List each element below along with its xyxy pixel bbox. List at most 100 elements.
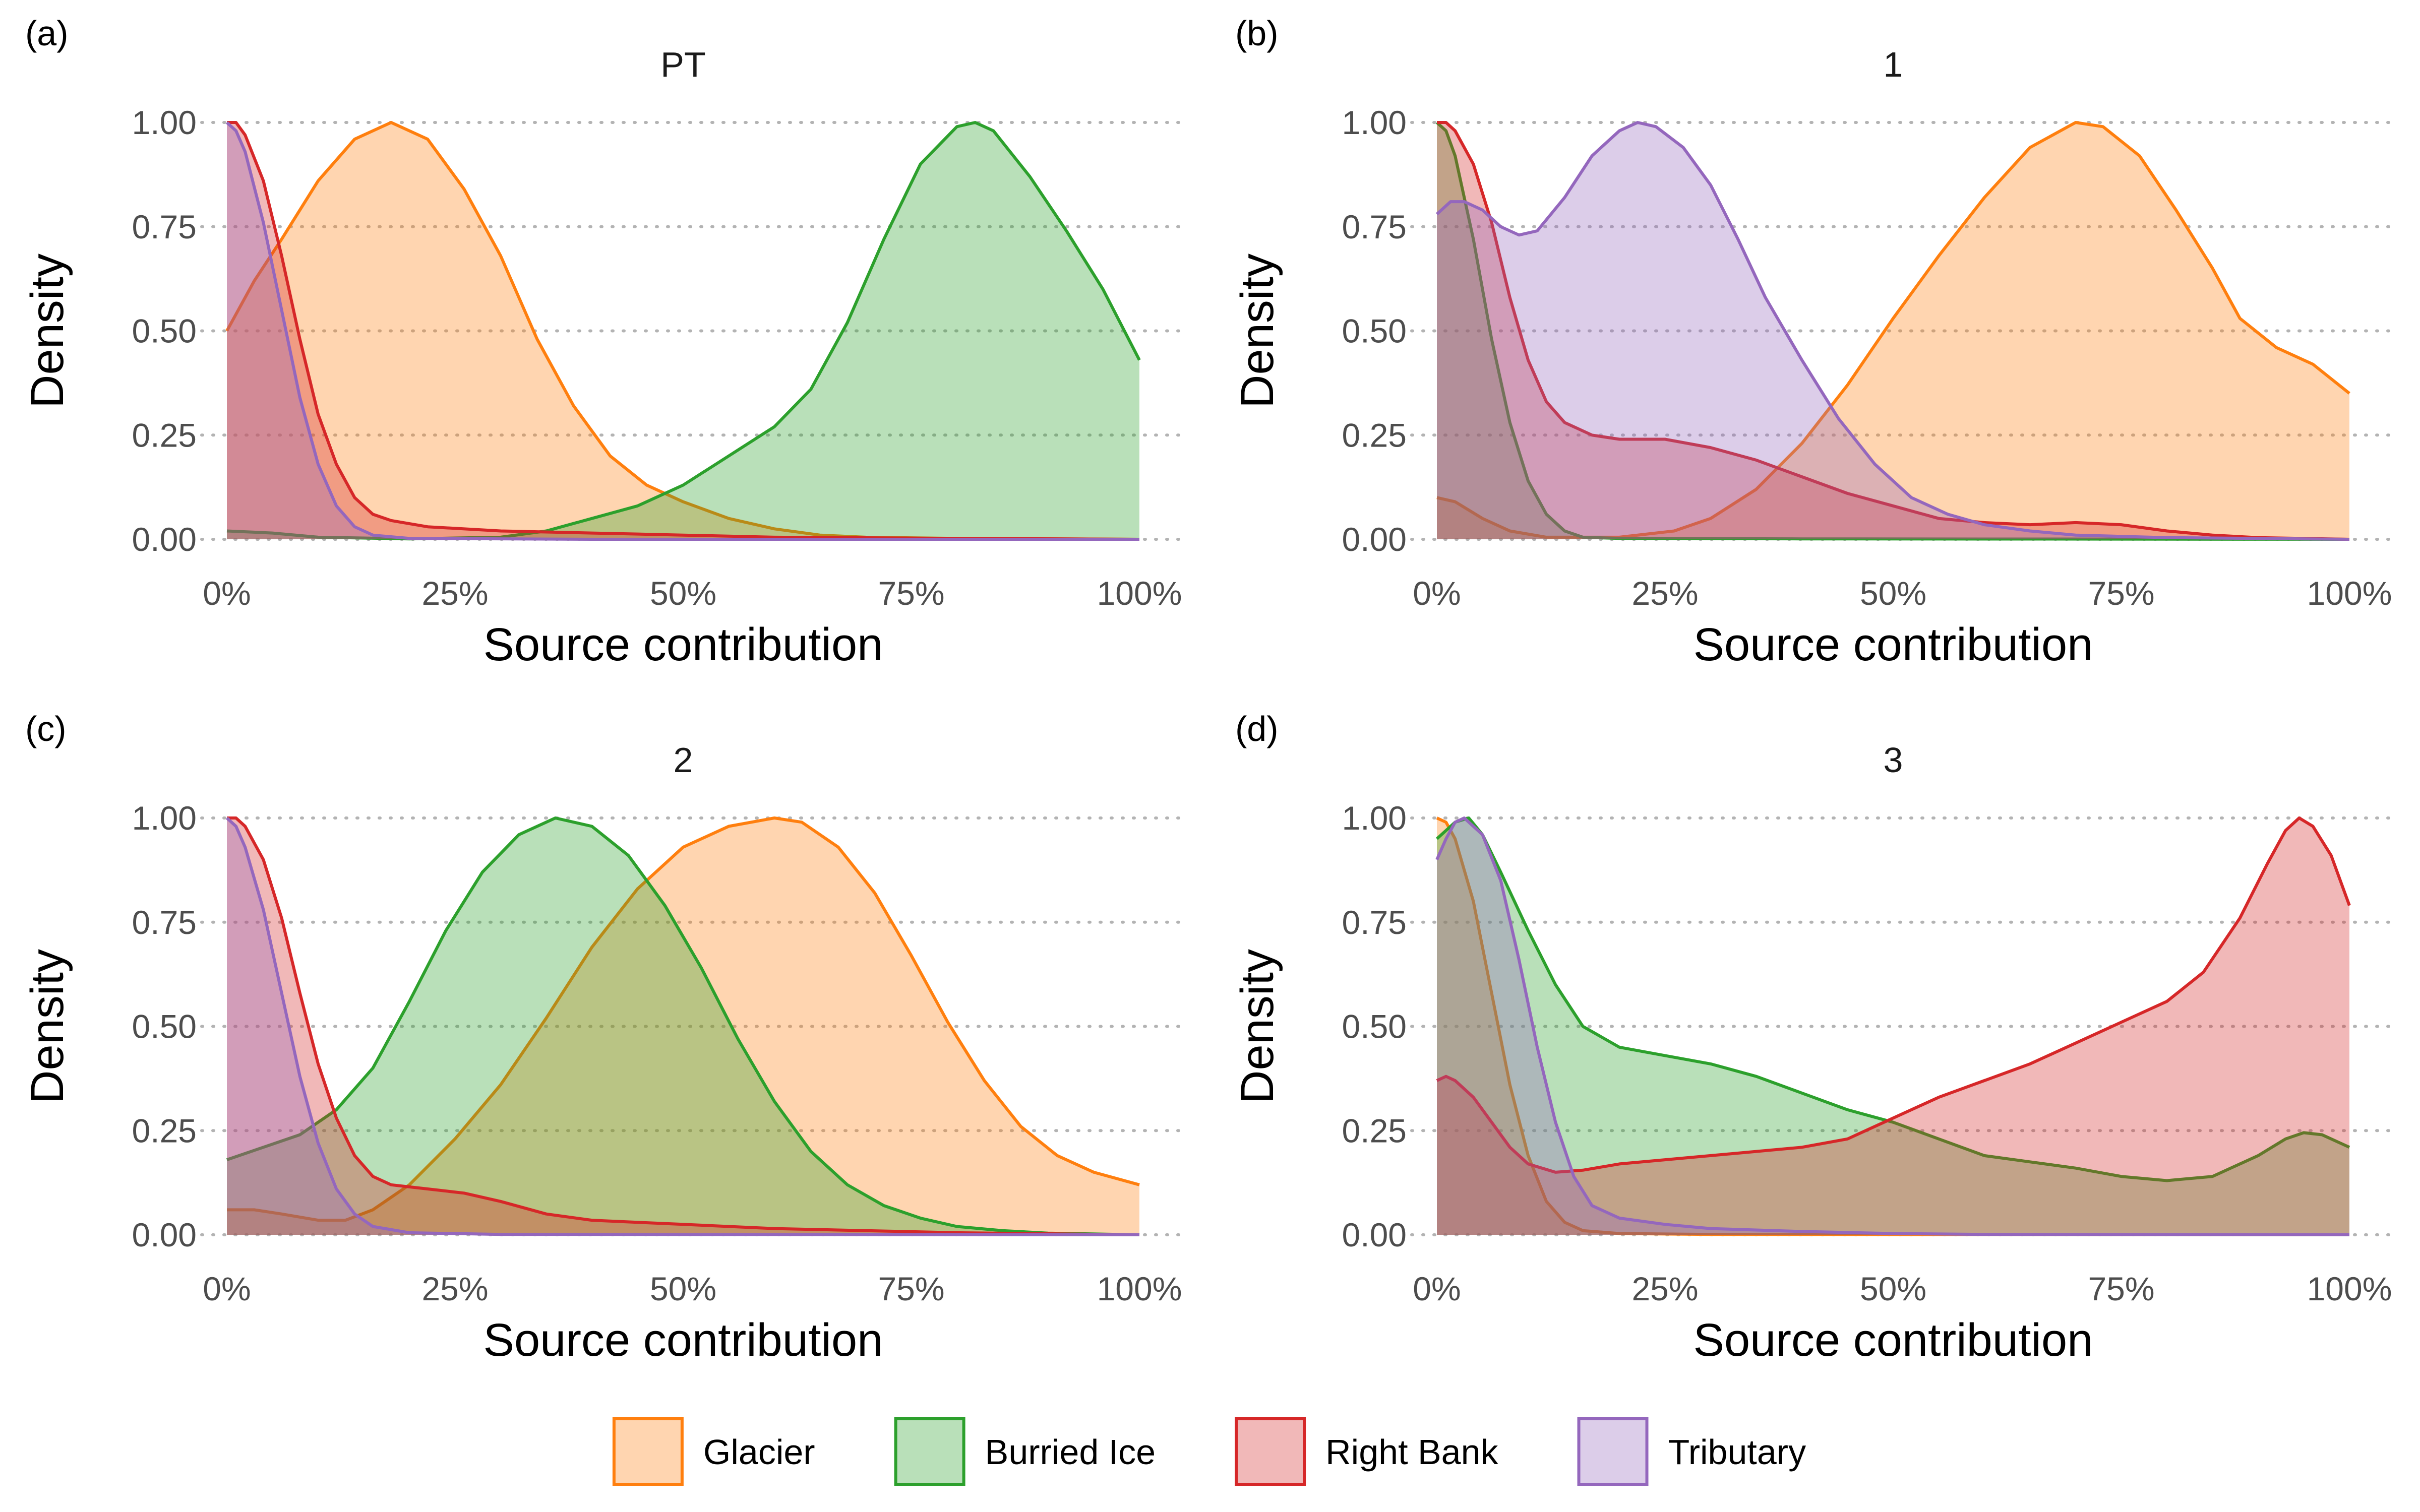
density-line-right-bank [227,816,1140,1236]
x-tick-label: 25% [1631,1270,1698,1307]
y-tick-label: 1.00 [132,104,197,141]
legend-key-burried-ice [894,1417,965,1486]
panel-tag: (d) [1235,709,1279,748]
y-tick-label: 0.75 [132,208,197,245]
density-area-glacier [227,122,1139,539]
density-area-tributary [227,818,1139,1235]
x-tick-label: 50% [650,575,716,612]
density-area-burried-ice [1437,122,2349,539]
legend-label: Glacier [703,1432,815,1472]
x-tick-label: 0% [203,1270,251,1307]
y-axis-title: Density [22,254,73,408]
y-tick-label: 0.50 [1342,312,1407,350]
y-axis-title: Density [22,949,73,1104]
density-area-tributary [227,122,1139,539]
facet-title: 2 [674,740,693,780]
x-axis-title: Source contribution [1693,619,2093,670]
x-axis-title: Source contribution [483,1314,883,1366]
density-line-tributary [1435,816,2350,1236]
x-tick-label: 0% [203,575,251,612]
x-tick-label: 0% [1413,575,1461,612]
x-tick-label: 100% [1097,1270,1182,1307]
density-line-right-bank [1437,121,2350,541]
panel-3: (c) 2 0.00 0.25 0.50 0.75 1.00 0% 25% 50% 75% 100% S… [22,709,1186,1366]
y-tick-label: 0.75 [132,904,197,941]
x-axis-title: Source contribution [1693,1314,2093,1366]
y-tick-label: 0.25 [132,1112,197,1149]
legend-key-glacier [612,1417,684,1486]
legend-label: Tributary [1668,1432,1806,1472]
x-tick-label: 75% [878,1270,944,1307]
legend: Glacier Burried Ice Right Bank Tributary [612,1417,1806,1486]
density-area-right-bank [1437,122,2349,539]
x-tick-label: 100% [2307,575,2392,612]
density-area-burried-ice [227,818,1139,1235]
legend-key-right-bank [1235,1417,1306,1486]
y-tick-label: 0.25 [132,416,197,454]
x-tick-label: 100% [1097,575,1182,612]
panel-tag: (c) [25,709,67,748]
density-line-glacier [1436,121,2350,539]
density-area-right-bank [1437,818,2349,1235]
y-tick-label: 0.25 [1342,1112,1407,1149]
facet-panels: (a) PT 0.00 0.25 0.50 0.75 1.00 0% 25% 50% 75% 100%… [22,14,2396,1366]
density-line-tributary [1435,121,2350,541]
density-line-right-bank [227,121,1140,541]
y-tick-label: 0.50 [132,1008,197,1045]
panel-tag: (b) [1235,14,1279,53]
density-area-tributary [1437,818,2349,1235]
density-line-burried-ice [1435,121,2350,541]
density-line-glacier [1436,816,2350,1236]
y-tick-label: 0.50 [1342,1008,1407,1045]
density-line-tributary [225,816,1140,1236]
y-tick-label: 0.00 [1342,521,1407,558]
panel-2: (b) 1 0.00 0.25 0.50 0.75 1.00 0% 25% 50% 75% 100% S… [1232,14,2396,670]
x-tick-label: 75% [878,575,944,612]
x-axis-title: Source contribution [483,619,883,670]
x-tick-label: 25% [421,1270,488,1307]
y-tick-label: 0.75 [1342,904,1407,941]
y-tick-label: 0.25 [1342,416,1407,454]
y-tick-label: 1.00 [132,799,197,837]
facet-title: PT [660,45,705,84]
x-tick-label: 0% [1413,1270,1461,1307]
x-tick-label: 100% [2307,1270,2392,1307]
y-tick-label: 0.75 [1342,208,1407,245]
legend-key-tributary [1577,1417,1649,1486]
density-area-right-bank [227,122,1139,539]
x-tick-label: 75% [2088,575,2154,612]
density-area-glacier [1437,818,2349,1235]
y-tick-label: 0.00 [1342,1216,1407,1253]
legend-label: Burried Ice [985,1432,1156,1472]
density-area-burried-ice [1437,818,2349,1235]
panel-4: (d) 3 0.00 0.25 0.50 0.75 1.00 0% 25% 50% 75% 100% S… [1232,709,2396,1366]
density-area-glacier [227,818,1139,1235]
density-line-burried-ice [226,816,1140,1236]
density-line-burried-ice [1435,816,2350,1182]
y-axis-title: Density [1232,949,1283,1104]
density-line-right-bank [1436,816,2351,1174]
density-line-glacier [227,816,1140,1222]
density-area-glacier [1437,122,2349,539]
y-tick-label: 1.00 [1342,799,1407,837]
x-tick-label: 25% [1631,575,1698,612]
facet-title: 1 [1884,45,1903,84]
y-tick-label: 1.00 [1342,104,1407,141]
legend-label: Right Bank [1325,1432,1498,1472]
density-line-glacier [225,121,1140,541]
x-tick-label: 50% [1860,1270,1926,1307]
density-area-right-bank [227,818,1139,1235]
y-axis-title: Density [1232,254,1283,408]
y-tick-label: 0.50 [132,312,197,350]
x-tick-label: 50% [650,1270,716,1307]
x-tick-label: 50% [1860,575,1926,612]
facet-title: 3 [1884,740,1903,780]
panel-tag: (a) [25,14,69,53]
x-tick-label: 75% [2088,1270,2154,1307]
density-area-tributary [1437,122,2349,539]
y-tick-label: 0.00 [132,521,197,558]
y-tick-label: 0.00 [132,1216,197,1253]
panel-1: (a) PT 0.00 0.25 0.50 0.75 1.00 0% 25% 50% 75% 100%… [22,14,1186,670]
